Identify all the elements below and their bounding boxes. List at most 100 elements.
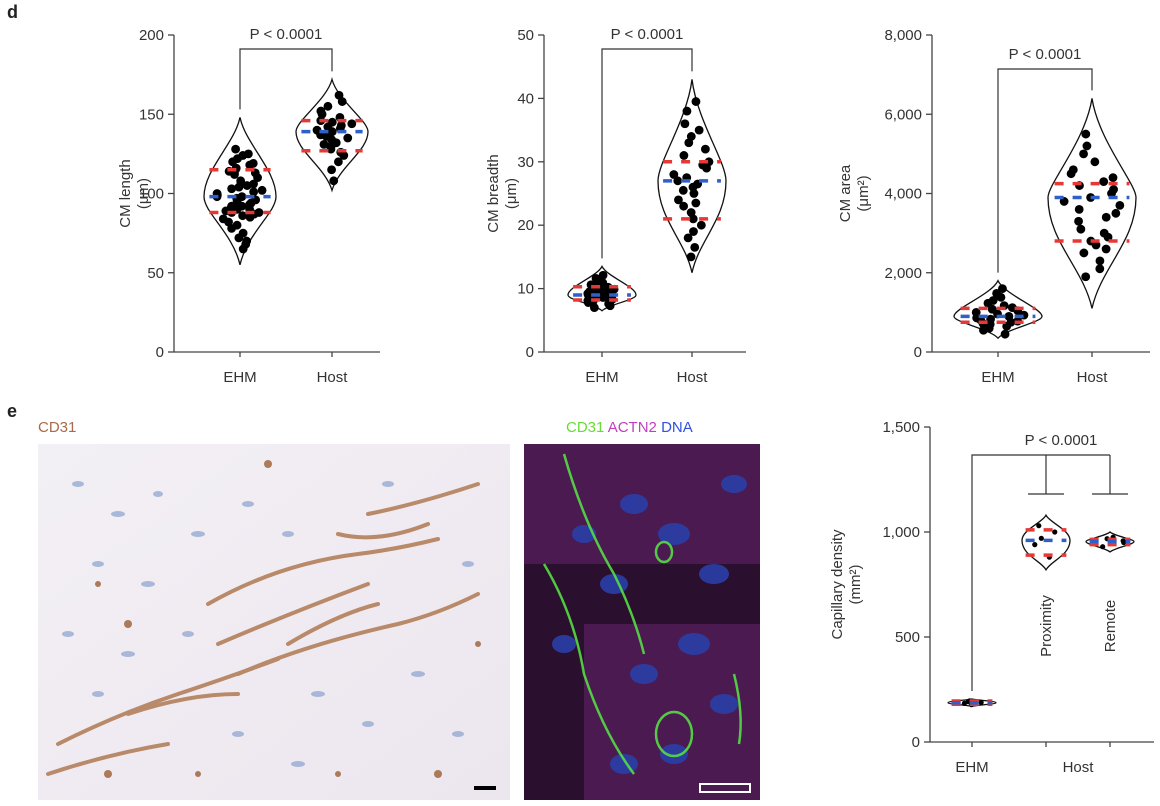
y-axis-label: CM length [117,159,134,227]
data-point [227,184,237,194]
data-point [232,220,242,230]
data-point [1095,256,1105,266]
data-point [323,101,333,111]
data-point [336,120,346,130]
data-point [237,192,247,202]
data-point [1111,208,1121,218]
data-point [316,106,326,116]
ihc-stain-label: CD31 [38,419,77,436]
data-point [686,132,696,141]
y-tick-label: 200 [139,27,164,44]
if-tissue-texture [524,444,760,800]
data-point [691,97,701,106]
group-label: Remote [1102,600,1119,653]
y-tick-label: 30 [517,154,534,171]
data-point [257,185,267,195]
data-point [696,220,706,230]
data-point [1059,197,1069,206]
data-point [978,699,984,706]
panel-letter-d: d [7,2,18,22]
data-point [248,158,258,168]
data-point [679,201,689,211]
data-point [1115,200,1125,210]
data-point [249,187,259,197]
y-axis-label: (μm) [503,178,520,209]
data-point [700,144,710,154]
p-value-label: P < 0.0001 [1025,432,1098,449]
data-point [249,179,258,189]
data-point [238,211,248,221]
chart-cm-area: 0 2,000 4,000 6,000 8,000 CM area (μm²) EHM Host… [837,27,1150,386]
data-point [254,208,264,217]
data-point [986,314,995,324]
if-micrograph-image [524,444,760,800]
violin-host [1047,98,1137,309]
data-point [1109,185,1118,194]
data-point [1000,329,1010,339]
p-value-label: P < 0.0001 [1009,46,1082,63]
significance-bracket [601,48,693,259]
significance-bracket [239,48,333,110]
ihc-tissue-texture [38,444,510,800]
if-stain-label: CD31 ACTN2 DNA [566,419,693,436]
data-point [218,214,228,224]
data-point [598,270,608,280]
data-point [343,133,353,143]
y-tick-label: 20 [517,217,534,234]
y-tick-label: 8,000 [884,27,922,44]
y-axis-label: (μm) [135,178,152,209]
y-tick-label: 0 [914,344,922,361]
data-point [1079,248,1089,258]
y-tick-label: 50 [147,265,164,282]
data-point [312,125,322,135]
data-point [319,139,329,149]
y-tick-label: 1,000 [882,524,920,541]
if-stain-dna: DNA [661,419,693,436]
data-point [1036,523,1042,529]
y-tick-label: 0 [526,344,534,361]
data-point [236,176,246,186]
data-point [690,242,700,252]
data-point [1090,157,1100,167]
data-point [686,208,696,217]
data-point [1074,204,1084,214]
significance-bracket [997,68,1093,273]
data-point [689,227,698,236]
data-point [1068,165,1078,175]
y-axis-label: (μm²) [855,175,872,211]
data-point [683,233,693,243]
data-point [674,195,683,205]
violin-host [657,79,727,273]
data-point [333,157,343,167]
if-stain-cd31: CD31 [566,419,605,436]
y-tick-label: 10 [517,281,534,298]
data-point [694,125,704,135]
data-point [327,117,337,127]
data-point [1038,535,1044,541]
p-value-label: P < 0.0001 [250,26,323,43]
data-point [329,176,339,186]
y-tick-label: 500 [895,629,920,646]
x-tick-label: Host [317,369,349,386]
y-tick-label: 100 [139,186,164,203]
data-point [1007,303,1017,313]
data-point [1101,244,1111,254]
y-tick-label: 6,000 [884,106,922,123]
panel-letter-e: e [7,401,18,421]
data-point [243,149,253,159]
data-point [1079,149,1088,159]
data-point [1004,311,1014,321]
x-tick-label: Host [1077,369,1109,386]
data-point [686,252,696,262]
significance-bracket [971,454,1110,691]
y-tick-label: 2,000 [884,265,922,282]
data-point [998,284,1007,293]
y-tick-label: 150 [139,106,164,123]
data-point [673,176,683,186]
if-stain-actn2: ACTN2 [607,419,657,436]
y-tick-label: 0 [912,734,920,751]
data-point [682,106,692,116]
x-tick-label: EHM [223,369,256,386]
x-tick-label: Host [677,369,709,386]
violin-proximity [1021,513,1071,572]
